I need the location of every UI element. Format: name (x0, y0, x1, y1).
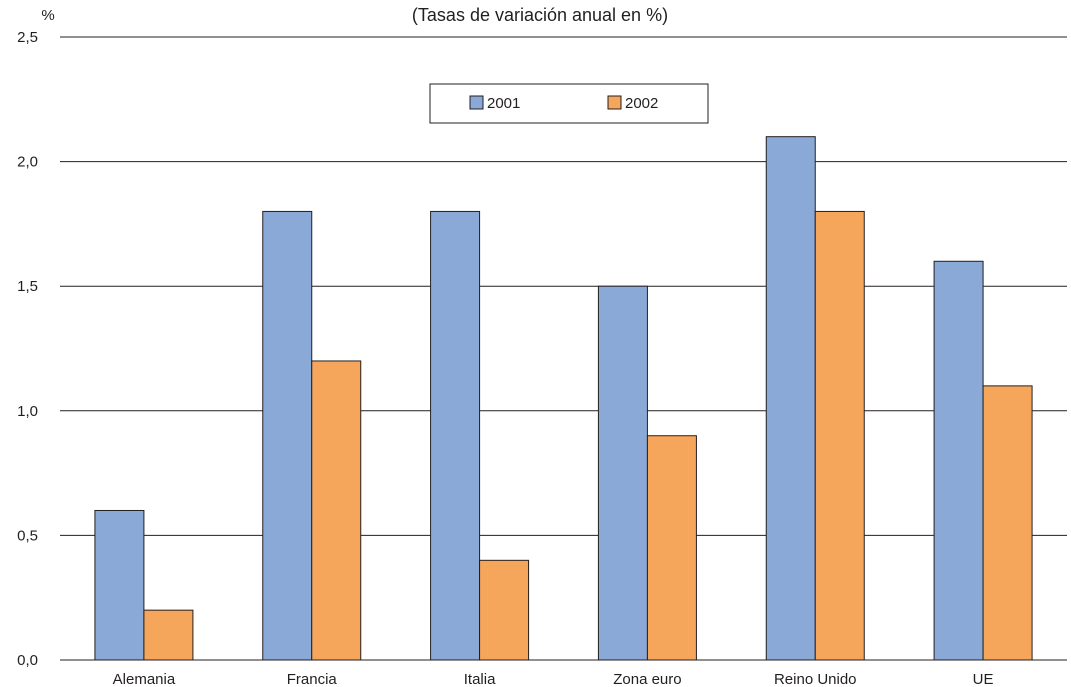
legend-label-2001: 2001 (487, 95, 520, 112)
category-label: UE (973, 671, 994, 687)
y-tick-label: 0,0 (17, 652, 38, 669)
y-tick-label: 1,0 (17, 403, 38, 420)
bar-2002-francia (311, 360, 362, 661)
bar-2002-reino-unido (814, 210, 865, 661)
bar-2001-ue (933, 260, 984, 661)
bar-2001-alemania (94, 509, 145, 661)
category-label: Francia (287, 671, 338, 687)
gridlines (60, 36, 1067, 661)
category-label: Alemania (113, 671, 176, 687)
y-tick-label: 2,5 (17, 29, 38, 46)
bar-2002-zona-euro (646, 435, 697, 661)
bar-2001-zona-euro (597, 285, 648, 661)
chart-subtitle: (Tasas de variación anual en %) (412, 5, 668, 25)
y-axis-label: % (41, 7, 54, 24)
legend-swatch-2001 (469, 95, 484, 110)
bar-2002-italia (479, 559, 530, 661)
bar-2001-italia (430, 210, 481, 661)
bar-2001-francia (262, 210, 313, 661)
bars (94, 136, 1033, 661)
y-tick-label: 2,0 (17, 154, 38, 171)
y-tick-label: 1,5 (17, 278, 38, 295)
y-tick-labels: 0,0 0,5 1,0 1,5 2,0 2,5 (17, 29, 38, 669)
legend-label-2002: 2002 (625, 95, 658, 112)
bar-2002-ue (982, 385, 1033, 661)
category-label: Italia (464, 671, 496, 687)
bar-2001-reino-unido (765, 136, 816, 661)
category-labels: Alemania Francia Italia Zona euro Reino Unid… (113, 671, 994, 687)
bar-2002-alemania (143, 609, 194, 661)
y-tick-label: 0,5 (17, 527, 38, 544)
category-label: Reino Unido (774, 671, 857, 687)
legend-swatch-2002 (607, 95, 622, 110)
legend: 2001 2002 (429, 83, 709, 124)
category-label: Zona euro (613, 671, 681, 687)
